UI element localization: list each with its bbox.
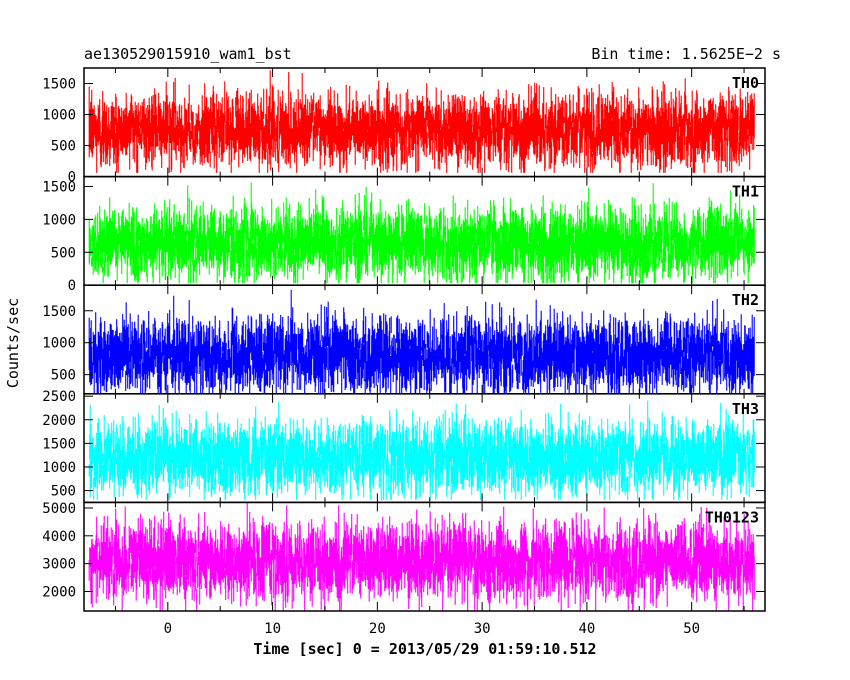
- panel-label: TH0123: [705, 508, 759, 526]
- y-tick-label: 1500: [42, 304, 76, 320]
- panel-th0123: 2000 3000 4000 5000 TH0123: [42, 501, 766, 612]
- y-tick-label: 1000: [42, 108, 76, 124]
- y-tick-label: 500: [51, 484, 76, 500]
- x-tick-label: 20: [369, 621, 386, 637]
- x-tick-label: 0: [164, 621, 172, 637]
- panel-th0: 0 500 1000 1500 TH0: [42, 67, 766, 186]
- series-th0: [88, 70, 755, 173]
- y-tick-label: 1500: [42, 179, 76, 195]
- panel-th1: 0 500 1000 1500 TH1: [42, 175, 766, 294]
- y-tick-label: 4000: [42, 529, 76, 545]
- y-tick-label: 1500: [42, 77, 76, 93]
- y-tick-label: 500: [51, 245, 76, 261]
- y-tick-label: 2000: [42, 413, 76, 429]
- x-axis-label: Time [sec] 0 = 2013/05/29 01:59:10.512: [253, 640, 596, 658]
- y-tick-label: 500: [51, 368, 76, 384]
- panel-th3: 500 1000 1500 2000 2500 TH3: [42, 389, 766, 504]
- y-tick-label: 1000: [42, 212, 76, 228]
- panel-label: TH1: [732, 183, 759, 201]
- series-th1: [88, 182, 755, 284]
- y-tick-label: 1000: [42, 460, 76, 476]
- bin-time-label: Bin time: 1.5625E−2 s: [591, 45, 781, 63]
- series-th3: [88, 400, 755, 500]
- y-tick-label: 0: [68, 170, 76, 186]
- series-th0123: [88, 503, 755, 611]
- y-tick-label: 2000: [42, 585, 76, 601]
- y-tick-label: 3000: [42, 557, 76, 573]
- y-tick-label: 2500: [42, 389, 76, 405]
- panel-th2: 500 1000 1500 TH2: [42, 284, 766, 395]
- x-tick-label: 10: [264, 621, 281, 637]
- y-tick-label: 1000: [42, 336, 76, 352]
- panel-frame: [83, 501, 766, 612]
- y-tick-label: 5000: [42, 501, 76, 517]
- panel-label: TH2: [732, 291, 759, 309]
- panel-label: TH0: [732, 74, 759, 92]
- y-tick-label: 500: [51, 139, 76, 155]
- x-tick-label: 50: [683, 621, 700, 637]
- y-tick-label: 1500: [42, 436, 76, 452]
- panel-label: TH3: [732, 400, 759, 418]
- x-tick-label: 40: [578, 621, 595, 637]
- y-tick-label: 0: [68, 278, 76, 294]
- y-axis-label: Counts/sec: [4, 298, 22, 388]
- series-th2: [88, 289, 755, 394]
- x-tick-label: 30: [474, 621, 491, 637]
- chart-title: ae130529015910_wam1_bst: [84, 45, 292, 63]
